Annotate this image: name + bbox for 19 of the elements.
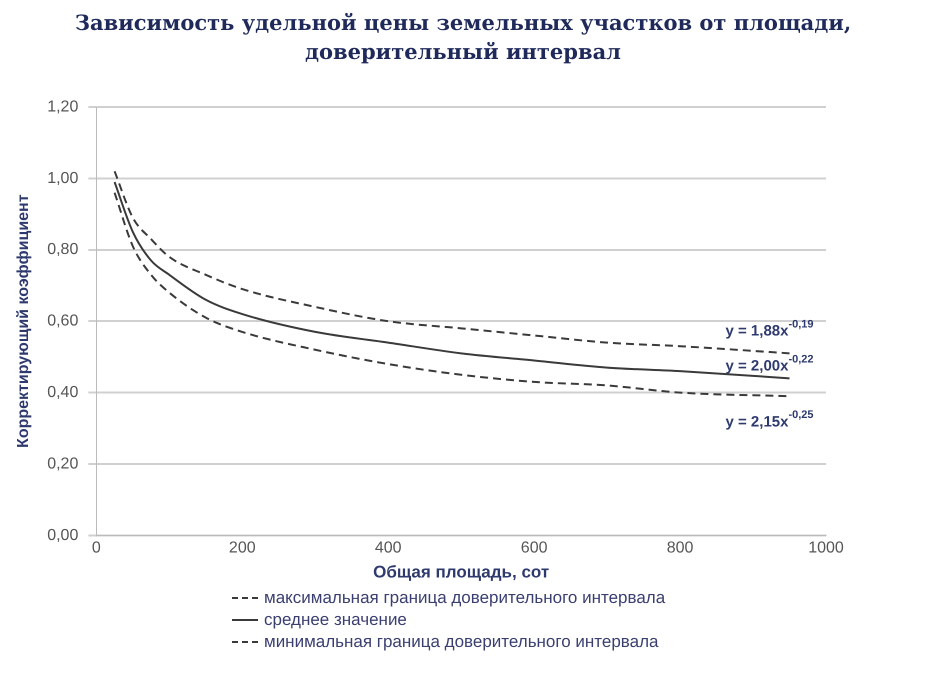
y-tick-label: 1,20 [47, 98, 78, 116]
x-tick-label: 400 [374, 539, 402, 556]
x-tick-label: 800 [666, 539, 694, 556]
y-tick-label: 0,40 [47, 384, 78, 401]
legend-label: максимальная граница доверительного интервала [264, 586, 666, 609]
x-tick-label: 1000 [808, 539, 844, 556]
y-tick-label: 0,60 [47, 312, 78, 330]
y-axis-title: Корректирующий коэффициент [15, 194, 32, 448]
x-axis-title: Общая площадь, сот [373, 562, 550, 582]
y-tick-label: 1,00 [47, 170, 78, 187]
x-tick-label: 0 [92, 539, 101, 556]
legend-label: минимальная граница доверительного интервала [264, 630, 658, 653]
legend-label: среднее значение [264, 608, 407, 631]
y-tick-label: 0,00 [47, 526, 78, 544]
x-tick-label: 600 [520, 539, 548, 556]
y-tick-label: 0,80 [47, 240, 78, 258]
y-tick-label: 0,20 [47, 455, 78, 472]
chart-title: Зависимость удельной цены земельных участков от площади, доверительный интервал [74, 9, 852, 66]
x-tick-label: 200 [228, 539, 256, 556]
